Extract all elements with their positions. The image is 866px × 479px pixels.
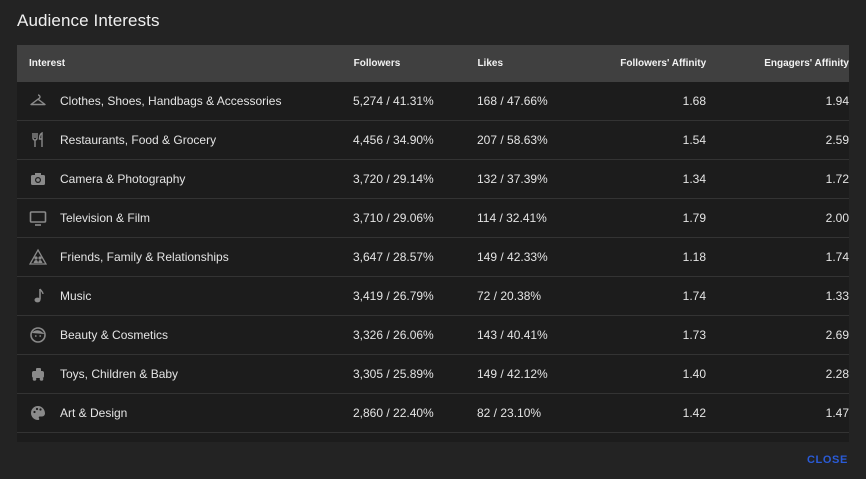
interest-cell: Television & Film — [17, 209, 353, 227]
header-engagers-affinity[interactable]: Engagers' Affinity — [764, 58, 849, 69]
likes-cell: 72 / 20.38% — [477, 289, 542, 303]
followers-cell: 5,274 / 41.31% — [353, 94, 434, 108]
followers-cell: 3,419 / 26.79% — [353, 289, 434, 303]
followers-affinity-cell: 1.68 — [682, 94, 706, 108]
camera-icon — [28, 170, 48, 188]
header-followers-affinity[interactable]: Followers' Affinity — [620, 58, 707, 69]
followers-cell: 2,860 / 22.40% — [353, 406, 434, 420]
engagers-affinity-cell: 1.47 — [825, 406, 849, 420]
interest-label: Toys, Children & Baby — [60, 367, 179, 381]
close-button[interactable]: CLOSE — [807, 454, 848, 466]
interest-cell: Restaurants, Food & Grocery — [17, 131, 353, 149]
likes-cell: 132 / 37.39% — [477, 172, 548, 186]
followers-affinity-cell: 1.79 — [682, 211, 706, 225]
likes-cell: 143 / 40.41% — [477, 328, 548, 342]
table-row[interactable]: Art & Design 2,860 / 22.40% 82 / 23.10% 1.4… — [17, 394, 849, 433]
face-icon — [28, 326, 48, 344]
table-body: Clothes, Shoes, Handbags & Accessories 5,… — [17, 82, 849, 442]
header-likes[interactable]: Likes — [477, 58, 504, 69]
interest-label: Camera & Photography — [60, 172, 186, 186]
toy-icon — [28, 365, 48, 383]
followers-cell: 3,305 / 25.89% — [353, 367, 434, 381]
likes-cell: 149 / 42.12% — [477, 367, 548, 381]
interest-label: Music — [60, 289, 92, 303]
followers-affinity-cell: 1.18 — [682, 250, 706, 264]
hanger-icon — [28, 92, 48, 110]
table-row[interactable]: Beauty & Cosmetics 3,326 / 26.06% 143 / 40… — [17, 316, 849, 355]
table-header: Interest Followers Likes Followers' Affi… — [17, 45, 849, 82]
engagers-affinity-cell: 1.72 — [825, 172, 849, 186]
followers-affinity-cell: 1.73 — [682, 328, 706, 342]
interest-label: Television & Film — [60, 211, 151, 225]
interest-cell: Art & Design — [17, 404, 353, 422]
interest-label: Clothes, Shoes, Handbags & Accessories — [60, 94, 282, 108]
likes-cell: 207 / 58.63% — [477, 133, 548, 147]
followers-cell: 4,456 / 34.90% — [353, 133, 434, 147]
header-interest[interactable]: Interest — [29, 58, 66, 69]
header-followers[interactable]: Followers — [353, 58, 401, 69]
followers-affinity-cell: 1.74 — [682, 289, 706, 303]
table-row[interactable]: Television & Film 3,710 / 29.06% 114 / 32.… — [17, 199, 849, 238]
engagers-affinity-cell: 2.28 — [825, 367, 849, 381]
table-row[interactable]: Clothes, Shoes, Handbags & Accessories 5,… — [17, 82, 849, 121]
interest-cell: Friends, Family & Relationships — [17, 248, 353, 266]
likes-cell: 168 / 47.66% — [477, 94, 548, 108]
fork-knife-icon — [28, 131, 48, 149]
interest-cell: Music — [17, 287, 353, 305]
table-row[interactable]: Music 3,419 / 26.79% 72 / 20.38% 1.74 1.33 — [17, 277, 849, 316]
table-row[interactable]: Restaurants, Food & Grocery 4,456 / 34.90… — [17, 121, 849, 160]
interest-cell: Camera & Photography — [17, 170, 353, 188]
followers-affinity-cell: 1.40 — [682, 367, 706, 381]
engagers-affinity-cell: 1.94 — [825, 94, 849, 108]
followers-affinity-cell: 1.54 — [682, 133, 706, 147]
followers-cell: 3,710 / 29.06% — [353, 211, 434, 225]
television-icon — [28, 209, 48, 227]
followers-cell: 3,720 / 29.14% — [353, 172, 434, 186]
table-row[interactable]: Friends, Family & Relationships 3,647 / 2… — [17, 238, 849, 277]
interest-label: Art & Design — [60, 406, 128, 420]
followers-affinity-cell: 1.34 — [682, 172, 706, 186]
engagers-affinity-cell: 2.00 — [825, 211, 849, 225]
table-row[interactable]: Pets2,725 / 21.35%60 / 17.11%1.401.10 — [17, 433, 849, 442]
people-icon — [28, 248, 48, 266]
interest-label: Restaurants, Food & Grocery — [60, 133, 217, 147]
table-row[interactable]: Camera & Photography 3,720 / 29.14% 132 / … — [17, 160, 849, 199]
followers-affinity-cell: 1.42 — [682, 406, 706, 420]
interest-cell: Beauty & Cosmetics — [17, 326, 353, 344]
interest-cell: Clothes, Shoes, Handbags & Accessories — [17, 92, 353, 110]
followers-cell: 3,647 / 28.57% — [353, 250, 434, 264]
engagers-affinity-cell: 2.59 — [825, 133, 849, 147]
table-row[interactable]: Toys, Children & Baby 3,305 / 25.89% 149 /… — [17, 355, 849, 394]
interest-cell: Toys, Children & Baby — [17, 365, 353, 383]
engagers-affinity-cell: 1.74 — [825, 250, 849, 264]
engagers-affinity-cell: 1.33 — [825, 289, 849, 303]
music-note-icon — [28, 287, 48, 305]
likes-cell: 149 / 42.33% — [477, 250, 548, 264]
followers-cell: 3,326 / 26.06% — [353, 328, 434, 342]
palette-icon — [28, 404, 48, 422]
interest-label: Beauty & Cosmetics — [60, 328, 169, 342]
likes-cell: 114 / 32.41% — [477, 211, 547, 225]
dialog-title: Audience Interests — [17, 11, 160, 30]
likes-cell: 82 / 23.10% — [477, 406, 542, 420]
interest-label: Friends, Family & Relationships — [60, 250, 229, 264]
engagers-affinity-cell: 2.69 — [825, 328, 849, 342]
interests-table[interactable]: Interest Followers Likes Followers' Affi… — [17, 45, 849, 442]
